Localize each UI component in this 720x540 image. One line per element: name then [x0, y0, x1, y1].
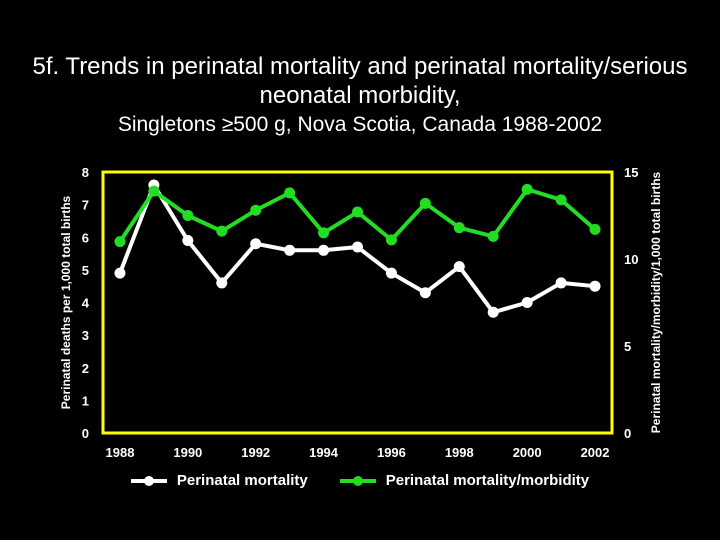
legend-swatch-green: [339, 475, 376, 486]
y2-tick-label: 5: [624, 339, 631, 354]
y2-tick-label: 10: [624, 252, 638, 267]
y2-axis-label: Perinatal mortality/morbidity/1,000 tota…: [649, 171, 663, 433]
data-point-series-1: [352, 206, 363, 218]
data-point-series-1: [385, 234, 397, 246]
y-tick-label: 4: [82, 296, 90, 311]
x-tick-label: 1996: [377, 445, 406, 460]
data-point-series-0: [555, 277, 567, 289]
y2-tick-label: 15: [624, 165, 638, 180]
data-point-series-0: [284, 244, 296, 256]
data-point-series-0: [182, 235, 194, 247]
legend: Perinatal mortality Perinatal mortality/…: [0, 472, 720, 489]
data-point-series-0: [216, 277, 228, 289]
y-tick-label: 5: [82, 263, 89, 278]
data-point-series-1: [284, 187, 296, 199]
data-point-series-1: [487, 230, 499, 242]
data-point-series-0: [385, 267, 397, 279]
data-point-series-0: [250, 238, 262, 250]
chart-subtitle: Singletons ≥500 g, Nova Scotia, Canada 1…: [117, 113, 603, 136]
x-tick-label: 2000: [513, 445, 542, 460]
y-tick-label: 0: [82, 426, 89, 441]
chart-title-block: 5f. Trends in perinatal mortality and pe…: [0, 52, 720, 138]
y-tick-label: 3: [82, 328, 89, 343]
y-axis-label: Perinatal deaths per 1,000 total births: [59, 195, 73, 409]
legend-swatch-white: [130, 475, 167, 486]
y-tick-label: 2: [82, 361, 89, 376]
data-point-series-1: [182, 210, 194, 221]
y-tick-label: 8: [82, 165, 89, 180]
x-tick-label: 1994: [309, 445, 339, 460]
legend-label-mortality: Perinatal mortality: [176, 472, 308, 489]
data-point-series-0: [487, 306, 499, 318]
x-tick-label: 1990: [173, 445, 202, 460]
data-point-series-0: [419, 287, 431, 299]
legend-label-morbidity: Perinatal mortality/morbidity: [385, 472, 590, 489]
data-point-series-1: [318, 227, 330, 239]
x-tick-label: 1988: [106, 445, 135, 460]
legend-item-mortality: Perinatal mortality: [130, 472, 308, 489]
data-point-series-1: [250, 204, 262, 216]
x-tick-label: 1998: [445, 445, 474, 460]
data-point-series-1: [114, 236, 126, 248]
x-tick-label: 1992: [241, 445, 270, 460]
y-tick-label: 7: [82, 198, 89, 213]
chart-title: 5f. Trends in perinatal mortality and pe…: [32, 53, 688, 109]
data-point-series-1: [419, 197, 431, 209]
y2-tick-label: 0: [624, 426, 631, 441]
data-point-series-1: [148, 185, 160, 197]
data-point-series-0: [352, 241, 363, 253]
data-point-series-0: [318, 244, 330, 256]
data-point-series-1: [521, 183, 533, 195]
data-point-series-0: [589, 280, 601, 292]
y-tick-label: 6: [82, 230, 89, 245]
legend-item-morbidity: Perinatal mortality/morbidity: [339, 472, 590, 489]
data-point-series-0: [453, 261, 465, 273]
data-point-series-1: [216, 225, 228, 237]
y-tick-label: 1: [82, 393, 89, 408]
plot-frame: [101, 170, 614, 435]
data-point-series-1: [453, 222, 465, 234]
data-point-series-1: [555, 194, 567, 206]
data-point-series-1: [589, 223, 601, 235]
data-point-series-0: [114, 267, 126, 279]
data-point-series-0: [521, 297, 533, 308]
x-tick-label: 2002: [581, 445, 610, 460]
